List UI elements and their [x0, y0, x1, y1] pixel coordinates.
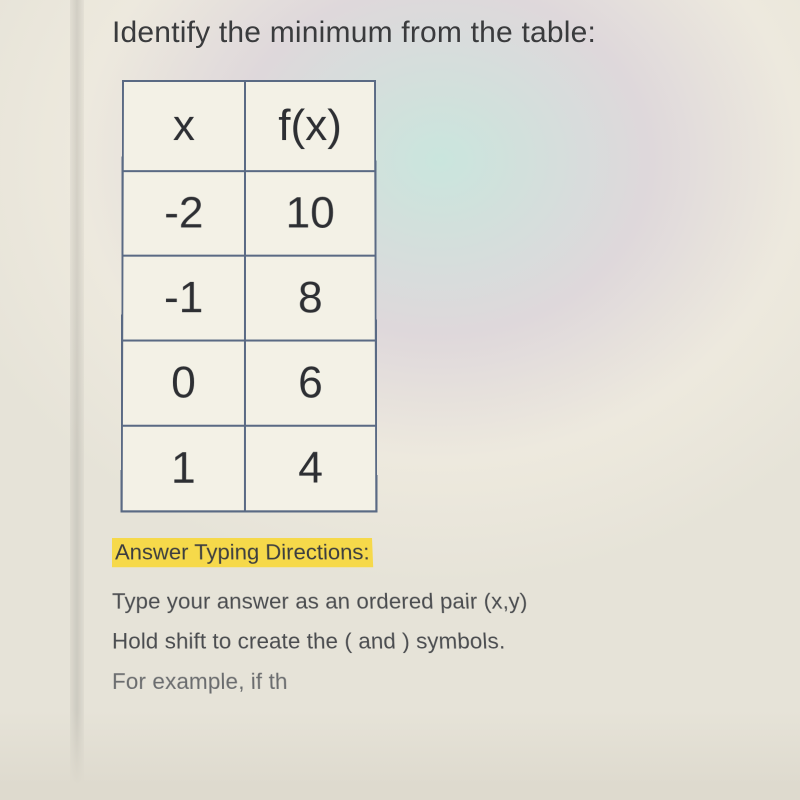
function-table: x f(x) -2 10 -1 8 0 6 1 4 [121, 80, 378, 512]
table-cell: -1 [122, 256, 245, 341]
directions-heading: Answer Typing Directions: [112, 538, 373, 567]
question-text: Identify the minimum from the table: [112, 16, 780, 50]
directions-block: Answer Typing Directions: Type your answ… [112, 538, 796, 695]
table-cell: -2 [122, 171, 245, 256]
directions-line-truncated: For example, if th [112, 669, 796, 695]
page-bottom-fade [0, 710, 800, 800]
table-cell: 4 [245, 426, 376, 512]
table-row: -2 10 [122, 171, 375, 256]
directions-line: Type your answer as an ordered pair (x,y… [112, 589, 788, 615]
table-cell: 6 [245, 341, 376, 426]
table-row: 0 6 [122, 341, 376, 426]
table-cell: 1 [122, 426, 245, 512]
table-cell: 10 [245, 171, 376, 256]
table-cell: 0 [122, 341, 245, 426]
directions-line: Hold shift to create the ( and ) symbols… [112, 629, 792, 655]
table-row: -1 8 [122, 256, 376, 341]
table-header-fx: f(x) [245, 81, 375, 171]
table-cell: 8 [245, 256, 376, 341]
table-header-x: x [123, 81, 245, 171]
page-binding [70, 0, 84, 800]
table-row: 1 4 [122, 426, 377, 512]
table-row: x f(x) [123, 81, 376, 171]
worksheet-page: Identify the minimum from the table: x f… [112, 16, 780, 710]
